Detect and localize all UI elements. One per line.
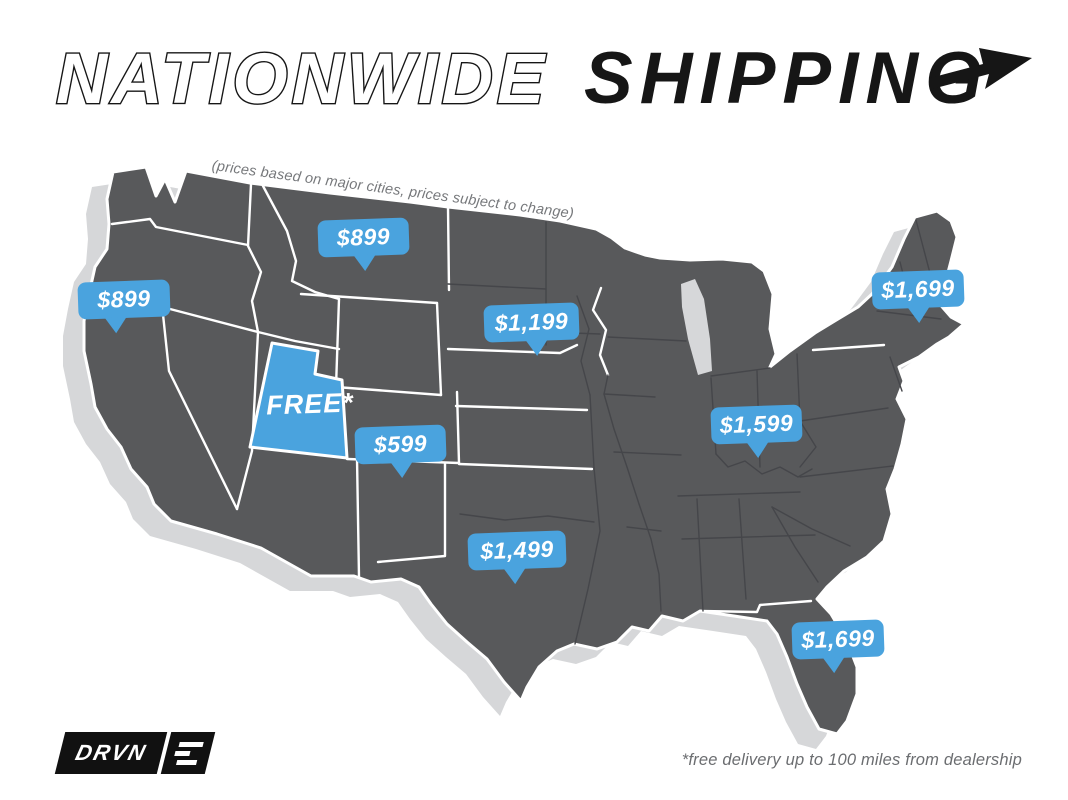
- logo-bar: [176, 759, 198, 765]
- shipping-arrow-icon: [930, 48, 1032, 89]
- page-title: NATIONWIDE SHIPPING: [55, 38, 1032, 120]
- price-tag-label: $899: [96, 285, 151, 313]
- price-tag-colorado: $599: [354, 424, 447, 465]
- price-tag-label: $899: [336, 223, 391, 251]
- price-tag-label: $1,199: [494, 307, 569, 337]
- price-tag-texas: $1,499: [467, 530, 567, 571]
- price-tag-montana: $899: [317, 217, 410, 258]
- state-utah-free: [248, 341, 349, 460]
- logo-bar: [174, 750, 191, 756]
- price-tag-label: $599: [373, 430, 428, 458]
- price-tag-label: $1,699: [880, 274, 956, 304]
- drvn-logo-wordmark: DRVN: [54, 732, 168, 774]
- price-tag-label: $1,699: [800, 624, 876, 654]
- price-tag-ohio-valley: $1,599: [710, 404, 803, 445]
- logo-bar: [178, 741, 205, 747]
- drvn-logo: DRVN: [54, 732, 216, 774]
- price-tag-upper-midwest: $1,199: [483, 302, 580, 343]
- price-tag-florida: $1,699: [791, 619, 885, 660]
- title-word-nationwide: NATIONWIDE: [56, 40, 548, 119]
- price-tag-northeast: $1,699: [871, 269, 965, 310]
- lake-michigan: [681, 279, 712, 375]
- utah-free-label: FREE*: [265, 387, 355, 421]
- price-tag-west-coast: $899: [77, 279, 171, 320]
- price-tag-label: $1,599: [719, 409, 794, 439]
- price-tag-label: $1,499: [479, 535, 555, 565]
- us-landmass: [82, 165, 966, 736]
- free-delivery-footnote: *free delivery up to 100 miles from deal…: [681, 751, 1022, 769]
- title-word-shipping: SHIPPING: [584, 38, 989, 119]
